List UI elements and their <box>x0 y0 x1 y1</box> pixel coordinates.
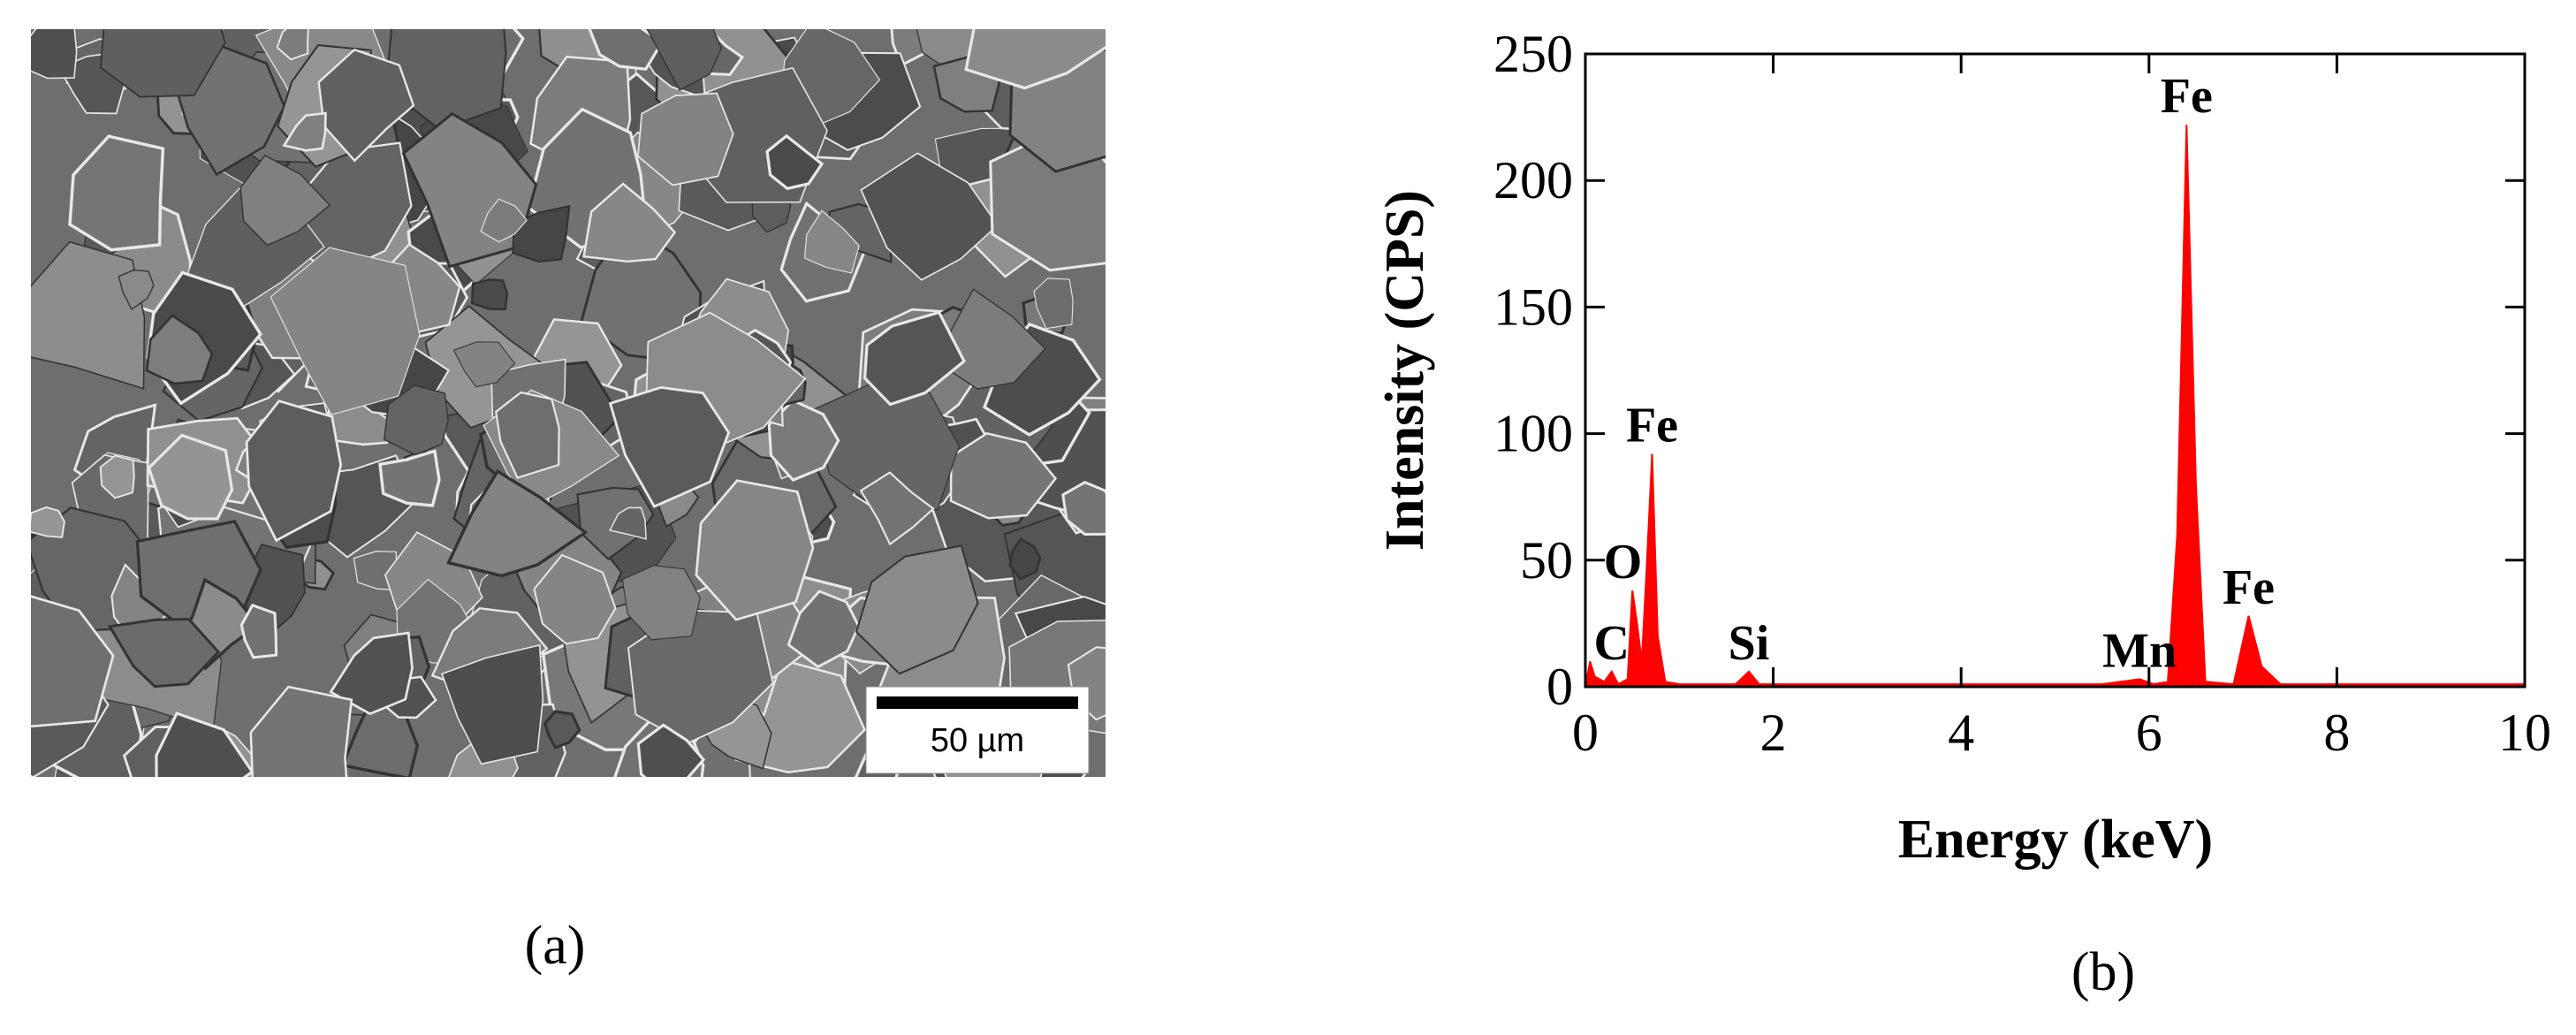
texture <box>31 506 65 538</box>
peak-label: C <box>1594 616 1630 671</box>
texture <box>145 314 214 385</box>
x-tick-label: 4 <box>1948 704 1974 762</box>
x-axis-label: Energy (keV) <box>1898 810 2213 870</box>
texture <box>695 479 815 621</box>
texture <box>533 553 617 645</box>
texture <box>384 384 449 456</box>
peak-label: Fe <box>2223 560 2275 615</box>
caption: (b) <box>2071 942 2135 1002</box>
texture <box>118 269 155 311</box>
texture <box>859 471 935 546</box>
texture <box>803 209 860 274</box>
x-tick-label: 2 <box>1760 704 1787 762</box>
texture <box>767 399 840 482</box>
texture <box>317 48 415 163</box>
peak-label: O <box>1604 535 1643 590</box>
sem-image <box>31 29 1106 777</box>
y-tick-label: 150 <box>1493 278 1573 336</box>
texture <box>860 152 999 281</box>
texture <box>543 710 581 750</box>
texture <box>1033 278 1074 330</box>
y-tick-label: 200 <box>1493 151 1573 209</box>
texture <box>441 643 544 765</box>
texture <box>1061 481 1106 537</box>
x-tick-label: 8 <box>2323 704 2350 762</box>
texture <box>31 240 146 390</box>
peak-label: Si <box>1729 616 1770 671</box>
texture <box>646 29 723 91</box>
y-axis-label: Intensity (CPS) <box>1375 190 1435 551</box>
x-tick-label: 6 <box>2136 704 2162 762</box>
texture <box>765 133 824 191</box>
texture <box>68 134 165 252</box>
peak-label: Fe <box>2161 69 2213 124</box>
texture <box>964 29 1106 90</box>
texture <box>949 431 1058 520</box>
texture <box>245 400 342 543</box>
texture <box>31 595 115 728</box>
plot-frame <box>1584 52 2527 689</box>
texture <box>786 590 861 669</box>
texture <box>588 29 664 72</box>
texture <box>249 685 353 777</box>
peak-label: Fe <box>1626 399 1678 453</box>
texture <box>329 631 414 716</box>
texture <box>378 449 441 507</box>
texture <box>276 29 309 61</box>
y-tick-label: 0 <box>1546 658 1573 716</box>
y-tick-label: 100 <box>1493 405 1573 463</box>
texture <box>608 385 731 508</box>
scale-bar-label: 50 µm <box>931 722 1024 759</box>
scale-bar <box>877 696 1078 709</box>
texture <box>582 182 677 263</box>
texture <box>239 154 331 247</box>
texture <box>609 506 647 540</box>
texture <box>621 565 701 641</box>
texture <box>862 310 967 407</box>
texture <box>384 29 507 131</box>
texture <box>480 198 528 243</box>
texture <box>155 712 255 777</box>
texture <box>147 433 234 521</box>
texture <box>855 544 979 675</box>
caption: (a) <box>525 916 586 976</box>
texture <box>1008 537 1042 581</box>
texture <box>446 468 589 578</box>
texture <box>270 247 421 415</box>
texture <box>239 603 278 659</box>
texture <box>452 341 516 388</box>
texture <box>495 391 560 479</box>
texture <box>282 111 327 152</box>
x-tick-label: 0 <box>1572 704 1599 762</box>
y-tick-label: 250 <box>1493 25 1573 83</box>
texture <box>107 618 221 689</box>
y-tick-label: 50 <box>1520 531 1573 590</box>
texture <box>99 454 135 499</box>
peak-label: Mn <box>2102 623 2177 678</box>
spectrum-area <box>1584 125 2526 688</box>
x-tick-label: 10 <box>2498 704 2551 762</box>
texture <box>100 29 226 98</box>
texture <box>31 29 78 80</box>
texture <box>636 723 706 777</box>
texture <box>637 92 734 186</box>
texture <box>470 278 509 311</box>
